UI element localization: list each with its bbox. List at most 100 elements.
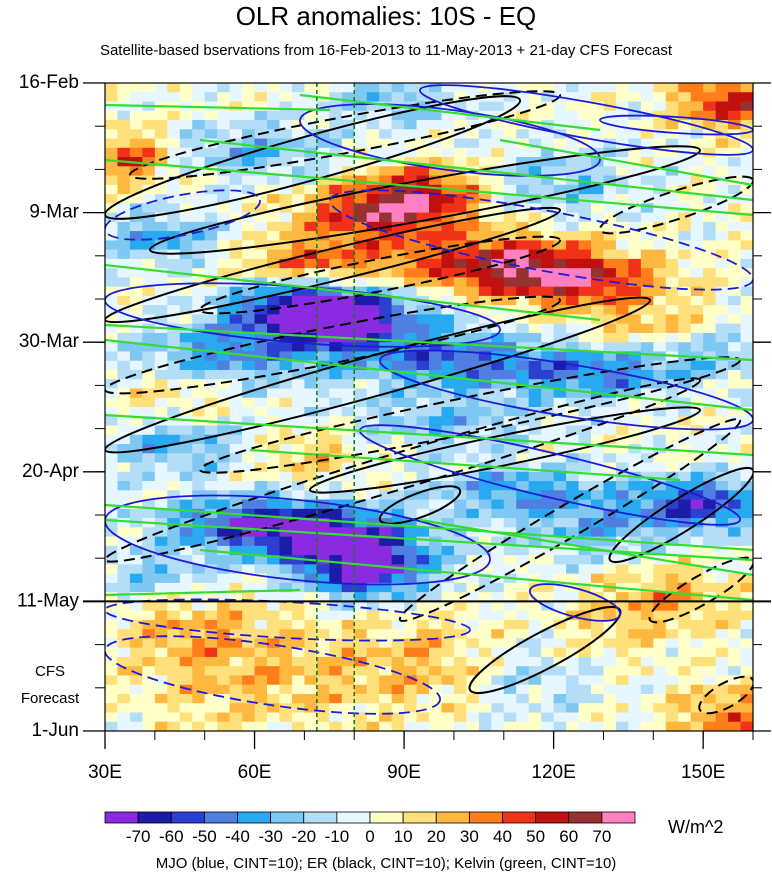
olr-cell [491,666,505,677]
olr-cell [528,638,542,649]
olr-cell [715,323,729,334]
olr-cell [291,545,305,556]
olr-cell [391,527,405,538]
olr-cell [640,712,654,723]
olr-cell [578,453,592,464]
olr-cell [154,110,168,121]
olr-cell [553,184,567,195]
olr-cell [441,555,455,565]
olr-cell [453,397,467,408]
olr-cell [179,92,193,103]
olr-cell [379,351,393,362]
olr-cell [192,332,206,343]
colorbar-tick-label: -50 [192,827,217,846]
x-tick-label: 150E [681,762,725,783]
olr-cell [715,555,729,565]
olr-cell [142,166,156,177]
olr-cell [366,508,380,519]
olr-cell [640,573,654,584]
olr-cell [179,425,193,436]
olr-cell [366,203,380,214]
olr-cell [603,286,617,297]
olr-cell [653,138,667,149]
olr-cell [690,647,704,658]
olr-cell [466,360,480,371]
olr-cell [615,249,629,260]
olr-cell [690,721,704,731]
olr-cell [179,564,193,575]
olr-cell [267,286,281,297]
olr-cell [391,601,405,612]
olr-cell [179,684,193,695]
olr-cell [728,564,742,575]
olr-cell [105,536,119,547]
olr-cell [503,619,517,630]
colorbar-tick-label: -10 [325,827,350,846]
olr-cell [603,110,617,121]
olr-cell [329,157,343,167]
olr-cell [665,508,679,519]
olr-cell [740,656,753,667]
olr-cell [291,351,305,362]
olr-cell [453,147,467,158]
olr-cell [354,388,368,399]
olr-cell [516,397,530,408]
olr-cell [391,536,405,547]
olr-cell [640,536,654,547]
olr-cell [117,629,131,640]
olr-cell [640,203,654,214]
olr-cell [217,675,231,686]
olr-cell [578,332,592,343]
olr-cell [453,619,467,630]
olr-cell [316,379,330,390]
olr-cell [728,277,742,288]
olr-cell [491,536,505,547]
olr-cell [728,582,742,593]
olr-cell [279,101,293,112]
olr-cell [541,592,555,602]
olr-cell [229,582,243,593]
olr-cell [316,323,330,334]
olr-cell [354,564,368,575]
olr-cell [291,360,305,371]
olr-cell [304,101,318,112]
olr-cell [254,360,268,371]
olr-cell [129,249,143,260]
olr-cell [217,83,231,93]
olr-cell [204,721,218,731]
olr-cell [715,240,729,251]
olr-cell [628,666,642,677]
olr-cell [416,462,430,473]
olr-cell [154,656,168,667]
olr-cell [167,721,181,731]
olr-cell [728,693,742,704]
olr-cell [254,666,268,677]
olr-cell [254,703,268,714]
olr-cell [740,332,753,343]
olr-cell [379,499,393,510]
olr-cell [329,693,343,704]
olr-cell [391,221,405,232]
olr-cell [528,481,542,491]
olr-cell [491,147,505,158]
olr-cell [715,675,729,686]
olr-cell [105,138,119,149]
olr-cell [628,444,642,454]
olr-cell [591,221,605,232]
olr-cell [628,425,642,436]
olr-cell [267,138,281,149]
olr-cell [267,268,281,278]
olr-cell [728,656,742,667]
olr-cell [628,527,642,538]
olr-cell [117,703,131,714]
olr-cell [703,323,717,334]
olr-cell [254,212,268,223]
olr-cell [615,175,629,186]
olr-cell [491,138,505,149]
olr-cell [142,712,156,723]
olr-cell [728,675,742,686]
olr-cell [478,286,492,297]
olr-cell [179,527,193,538]
olr-cell [217,240,231,251]
olr-cell [229,703,243,714]
